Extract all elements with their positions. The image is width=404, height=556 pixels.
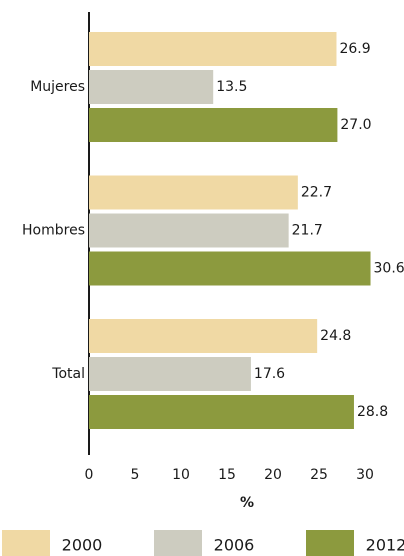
data-label: 30.6: [374, 261, 404, 277]
x-tick-label: 30: [356, 467, 374, 483]
data-label: 24.8: [320, 328, 351, 344]
legend-label: 2006: [214, 536, 255, 555]
x-tick-label: 0: [85, 467, 94, 483]
data-label: 26.9: [339, 41, 370, 57]
y-tick-label: Hombres: [22, 223, 85, 239]
bar: [89, 70, 214, 104]
bar: [89, 213, 289, 248]
y-tick-label: Mujeres: [30, 79, 85, 95]
legend-label: 2012: [366, 536, 404, 555]
x-tick-label: 15: [218, 467, 236, 483]
bar: [89, 319, 318, 353]
data-label: 17.6: [254, 366, 285, 382]
bar: [89, 395, 354, 429]
bar: [89, 357, 251, 391]
bar: [89, 175, 298, 210]
data-label: 21.7: [292, 223, 323, 239]
x-tick-label: 10: [172, 467, 190, 483]
legend-label: 2000: [62, 536, 103, 555]
x-tick-label: 25: [310, 467, 328, 483]
x-axis-label: %: [240, 495, 254, 511]
x-tick-label: 20: [264, 467, 282, 483]
bar: [89, 108, 338, 142]
legend-swatch: [154, 530, 202, 556]
legend-swatch: [306, 530, 354, 556]
bar: [89, 32, 337, 66]
y-tick-label: Total: [51, 366, 85, 382]
legend-swatch: [2, 530, 50, 556]
data-label: 27.0: [340, 117, 371, 133]
bar: [89, 251, 371, 286]
x-tick-label: 5: [131, 467, 140, 483]
data-label: 28.8: [357, 404, 388, 420]
data-label: 22.7: [301, 185, 332, 201]
data-label: 13.5: [216, 79, 247, 95]
